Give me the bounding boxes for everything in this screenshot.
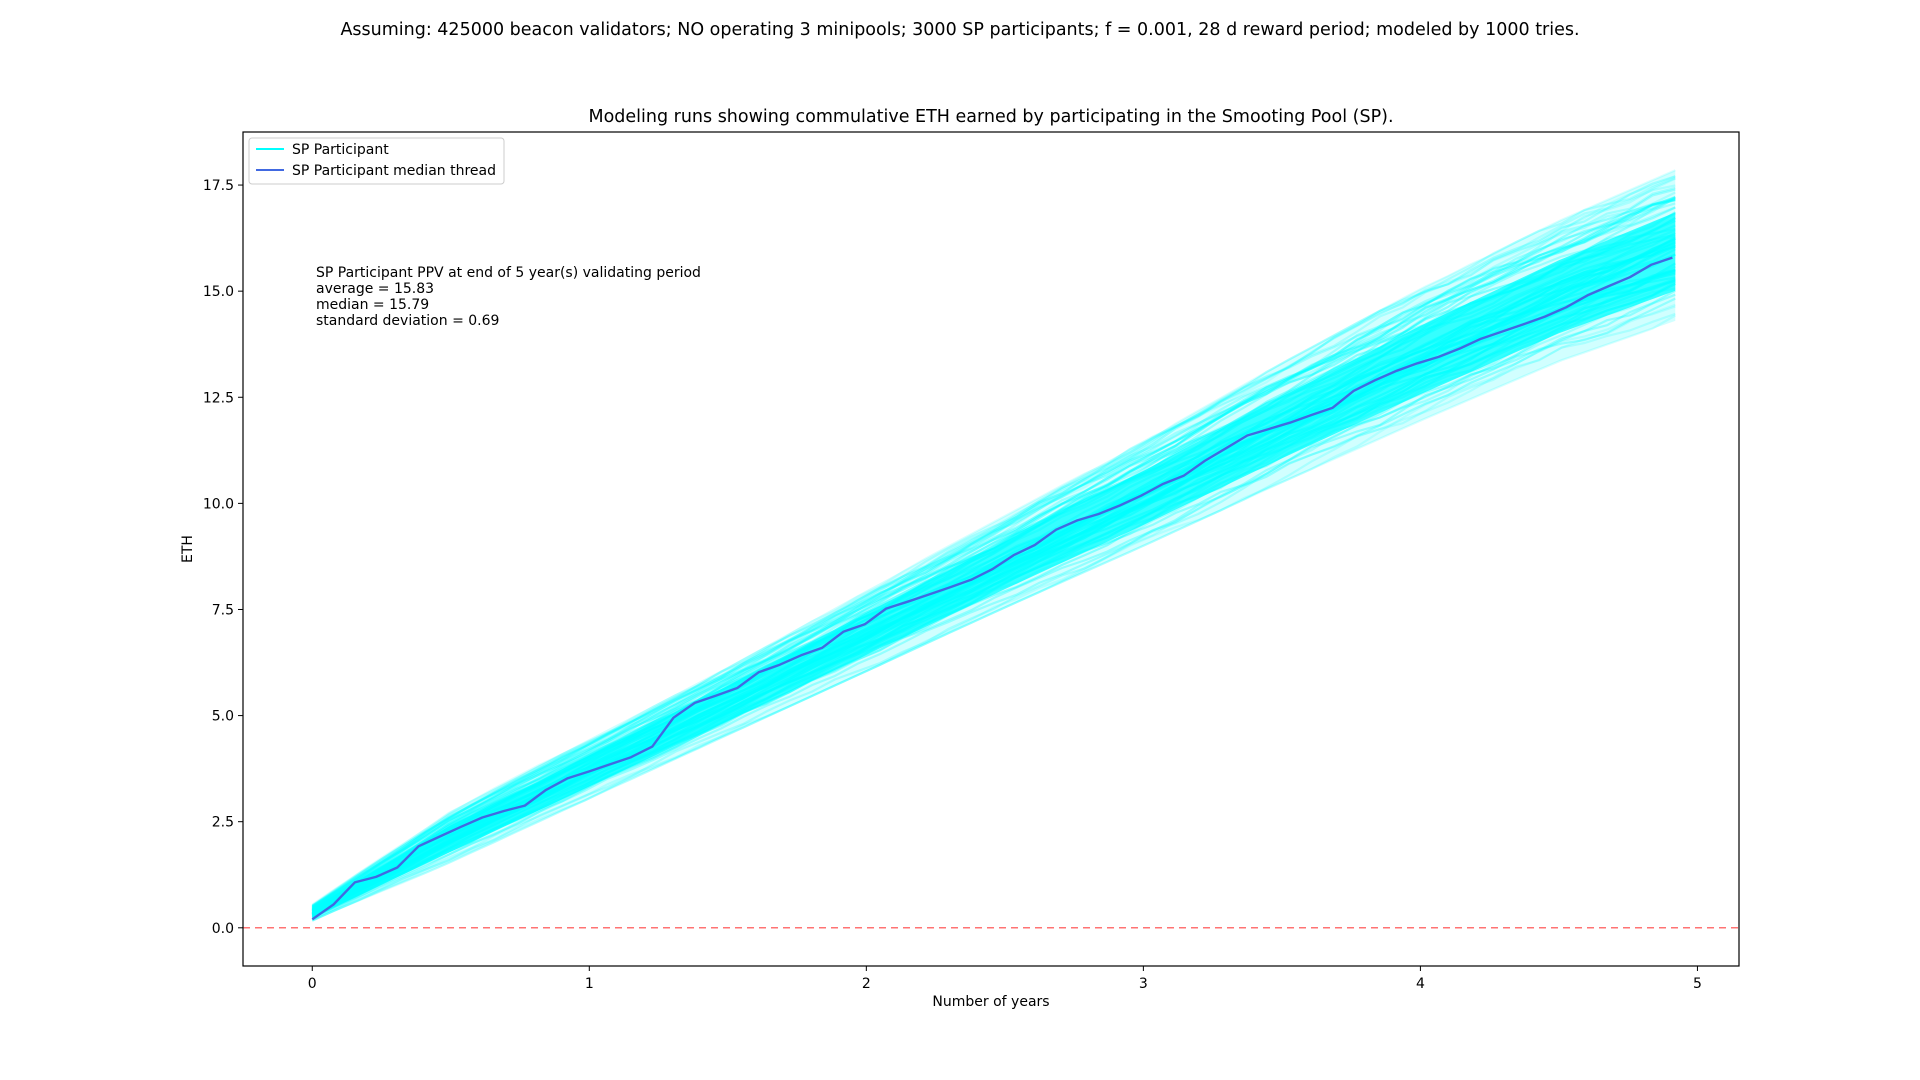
sp-participant-run-line (311, 198, 1676, 911)
sp-participant-run-line (311, 175, 1676, 908)
sp-participant-run-line (311, 195, 1676, 908)
x-tick-label: 5 (1693, 976, 1702, 992)
sp-participant-run-line (311, 186, 1676, 908)
y-tick-label: 5.0 (212, 709, 234, 725)
chart-title: Modeling runs showing commulative ETH ea… (588, 107, 1393, 127)
stats-annotation: SP Participant PPV at end of 5 year(s) v… (316, 265, 701, 329)
chart-legend: SP Participant SP Participant median thr… (248, 137, 505, 185)
annotation-average: average = 15.83 (316, 281, 434, 297)
y-axis-label: ETH (180, 535, 196, 563)
x-tick-label: 3 (1139, 976, 1148, 992)
x-tick-label: 4 (1416, 976, 1425, 992)
sp-participant-run-line (311, 206, 1676, 908)
x-tick-label: 2 (862, 976, 871, 992)
sp-participant-run-line (311, 212, 1676, 909)
x-axis-ticks: 0 1 2 3 4 5 (308, 966, 1702, 992)
legend-label-median-thread: SP Participant median thread (292, 163, 496, 179)
sp-participant-run-line (311, 169, 1676, 907)
annotation-median: median = 15.79 (316, 297, 429, 313)
y-tick-label: 15.0 (203, 284, 234, 300)
sp-participant-runs (311, 169, 1676, 922)
sp-participant-run-line (311, 314, 1676, 922)
legend-label-sp-participant: SP Participant (292, 142, 389, 158)
annotation-std-dev: standard deviation = 0.69 (316, 313, 499, 329)
sp-participant-run-line (311, 184, 1676, 908)
sp-participant-run-line (311, 198, 1676, 910)
sp-participant-run-line (311, 305, 1676, 922)
sp-participant-run-line (311, 177, 1676, 907)
sp-participant-run-line (311, 199, 1676, 910)
y-tick-label: 10.0 (203, 496, 234, 512)
y-axis-ticks: 0.0 2.5 5.0 7.5 10.0 12.5 15.0 17.5 (203, 178, 243, 937)
sp-participant-run-line (311, 202, 1676, 908)
legend-box (248, 137, 505, 185)
y-tick-label: 17.5 (203, 178, 234, 194)
median-thread-line (311, 256, 1673, 921)
x-tick-label: 1 (585, 976, 594, 992)
sp-participant-run-line (311, 303, 1676, 922)
sp-participant-run-line (311, 191, 1676, 907)
x-axis-label: Number of years (932, 994, 1049, 1010)
sp-participant-run-line (311, 188, 1676, 909)
x-tick-label: 0 (308, 976, 317, 992)
sp-participant-run-line (311, 175, 1676, 906)
sp-participant-core-band (312, 212, 1676, 918)
y-tick-label: 7.5 (212, 602, 234, 618)
sp-participant-run-line (311, 177, 1676, 907)
sp-participant-run-line (311, 282, 1676, 921)
figure-suptitle: Assuming: 425000 beacon validators; NO o… (340, 20, 1579, 40)
median-thread-group (311, 256, 1673, 921)
sp-participant-run-line (311, 297, 1676, 919)
sp-participant-run-line (311, 206, 1676, 910)
annotation-line-1: SP Participant PPV at end of 5 year(s) v… (316, 265, 701, 281)
sp-participant-run-line (311, 196, 1676, 908)
y-tick-label: 2.5 (212, 815, 234, 831)
y-tick-label: 0.0 (212, 921, 234, 937)
axes-frame (242, 131, 1740, 967)
y-tick-label: 12.5 (203, 390, 234, 406)
sp-participant-run-line (311, 312, 1676, 922)
